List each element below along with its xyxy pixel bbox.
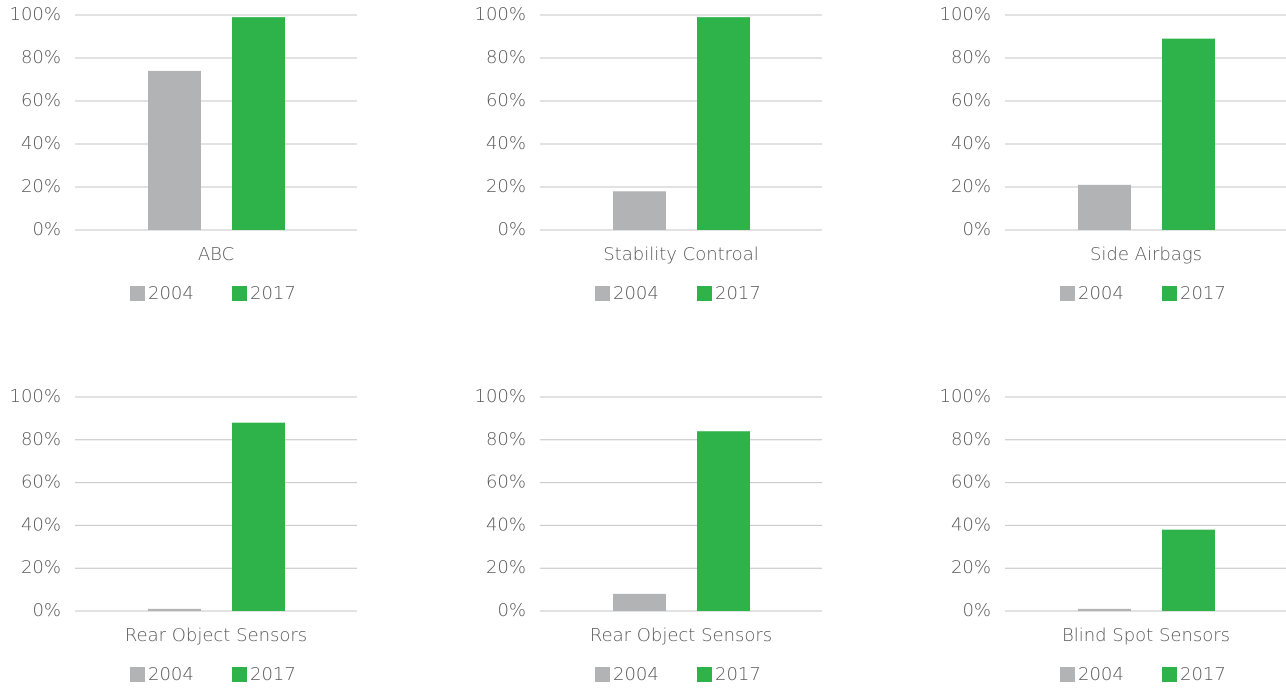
legend-swatch <box>1060 667 1075 682</box>
bar <box>613 191 666 230</box>
legend-swatch <box>595 667 610 682</box>
bar <box>1162 529 1215 611</box>
bar <box>697 17 750 231</box>
y-tick-label: 60% <box>486 90 526 111</box>
legend-swatch <box>1162 286 1177 301</box>
y-tick-label: 20% <box>951 176 991 197</box>
y-tick-label: 80% <box>951 47 991 68</box>
y-tick-label: 0% <box>962 219 991 240</box>
legend-label: 2017 <box>1180 664 1226 685</box>
y-tick-label: 80% <box>486 429 526 450</box>
legend-swatch <box>1162 667 1177 682</box>
legend-label: 2017 <box>250 283 296 304</box>
y-tick-label: 20% <box>486 176 526 197</box>
y-tick-label: 40% <box>951 133 991 154</box>
y-tick-label: 100% <box>475 4 526 25</box>
bar <box>232 422 285 611</box>
legend-label: 2004 <box>1078 283 1124 304</box>
bar <box>1162 38 1215 231</box>
legend-swatch <box>697 667 712 682</box>
y-tick-label: 100% <box>475 386 526 407</box>
y-tick-label: 20% <box>21 557 61 578</box>
legend-label: 2017 <box>250 664 296 685</box>
y-tick-label: 20% <box>951 557 991 578</box>
legend-swatch <box>232 286 247 301</box>
y-tick-label: 100% <box>940 386 991 407</box>
y-tick-label: 0% <box>962 600 991 621</box>
legend-label: 2004 <box>613 283 659 304</box>
legend-swatch <box>232 667 247 682</box>
legend-swatch <box>697 286 712 301</box>
y-tick-label: 40% <box>21 133 61 154</box>
y-tick-label: 80% <box>21 47 61 68</box>
bar <box>148 70 201 231</box>
y-tick-label: 40% <box>486 133 526 154</box>
legend-swatch <box>595 286 610 301</box>
y-tick-label: 0% <box>497 600 526 621</box>
x-tick-label: ABC <box>198 244 234 265</box>
y-tick-label: 100% <box>940 4 991 25</box>
y-tick-label: 40% <box>951 514 991 535</box>
y-tick-label: 80% <box>486 47 526 68</box>
bar <box>613 593 666 611</box>
legend-label: 2004 <box>148 283 194 304</box>
y-tick-label: 80% <box>951 429 991 450</box>
bar <box>1078 184 1131 230</box>
y-tick-label: 100% <box>10 4 61 25</box>
legend-swatch <box>1060 286 1075 301</box>
bar <box>1078 608 1131 611</box>
legend-label: 2004 <box>613 664 659 685</box>
y-tick-label: 60% <box>951 90 991 111</box>
y-tick-label: 60% <box>951 472 991 493</box>
legend-label: 2004 <box>1078 664 1124 685</box>
x-tick-label: Blind Spot Sensors <box>1062 625 1230 646</box>
y-tick-label: 60% <box>486 472 526 493</box>
bar <box>148 608 201 611</box>
legend-label: 2017 <box>715 283 761 304</box>
x-tick-label: Side Airbags <box>1090 244 1202 265</box>
y-tick-label: 60% <box>21 472 61 493</box>
x-tick-label: Stability Controal <box>603 244 758 265</box>
legend-label: 2017 <box>715 664 761 685</box>
y-tick-label: 0% <box>497 219 526 240</box>
y-tick-label: 80% <box>21 429 61 450</box>
legend-swatch <box>130 286 145 301</box>
legend-label: 2017 <box>1180 283 1226 304</box>
y-tick-label: 0% <box>32 600 61 621</box>
y-tick-label: 20% <box>21 176 61 197</box>
y-tick-label: 40% <box>21 514 61 535</box>
y-tick-label: 60% <box>21 90 61 111</box>
bar <box>697 431 750 611</box>
y-tick-label: 0% <box>32 219 61 240</box>
x-tick-label: Rear Object Sensors <box>590 625 772 646</box>
legend-label: 2004 <box>148 664 194 685</box>
bar <box>232 17 285 231</box>
x-tick-label: Rear Object Sensors <box>125 625 307 646</box>
legend-swatch <box>130 667 145 682</box>
y-tick-label: 40% <box>486 514 526 535</box>
y-tick-label: 20% <box>486 557 526 578</box>
y-tick-label: 100% <box>10 386 61 407</box>
